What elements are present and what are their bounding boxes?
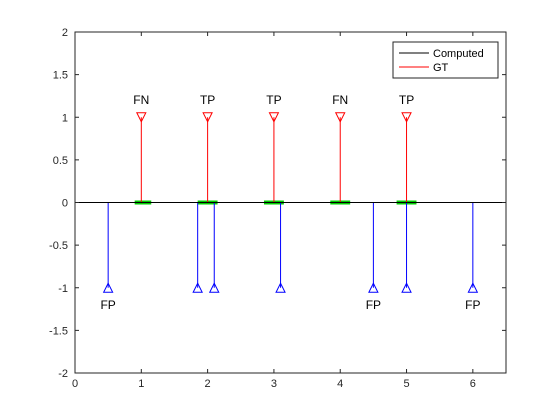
y-tick-label-5: 0.5 [53, 155, 68, 167]
legend: Computed GT [392, 41, 499, 79]
annotation-label-5: FP [100, 298, 115, 312]
annotation-label-3: FN [332, 93, 348, 107]
computed-marker-6 [467, 282, 479, 293]
y-tick-label-2: -1 [58, 283, 68, 295]
x-tick-label-5: 5 [403, 378, 409, 390]
y-tick-label-8: 2 [62, 27, 68, 39]
annotation-label-2: TP [266, 93, 281, 107]
annotation-label-7: FP [465, 298, 480, 312]
annotations: FN TP TP FN TP FP FP FP [100, 93, 480, 312]
computed-marker-0 [102, 282, 114, 293]
gt-marker-3 [334, 112, 346, 123]
legend-label-gt: GT [433, 62, 449, 74]
annotation-label-1: TP [200, 93, 215, 107]
y-tick-label-6: 1 [62, 112, 68, 124]
computed-marker-3 [275, 282, 286, 293]
stem-markers [102, 112, 479, 293]
y-tick-label-3: -0.5 [49, 240, 68, 252]
y-tick-label-0: -2 [58, 368, 68, 380]
y-tick-label-4: 0 [62, 198, 68, 210]
x-tick-label-0: 0 [72, 378, 78, 390]
x-tick-label-2: 2 [205, 378, 211, 390]
gt-marker-4 [401, 112, 412, 123]
annotation-label-6: FP [366, 298, 381, 312]
gt-marker-2 [268, 112, 280, 123]
x-tick-label-3: 3 [271, 378, 277, 390]
computed-marker-5 [401, 282, 412, 293]
gt-marker-0 [135, 112, 147, 123]
x-tick-label-1: 1 [138, 378, 144, 390]
y-tick-label-7: 1.5 [53, 70, 68, 82]
annotation-label-0: FN [133, 93, 149, 107]
x-tick-label-4: 4 [337, 378, 343, 390]
computed-marker-4 [368, 282, 379, 293]
computed-marker-1 [192, 282, 203, 293]
axes: 0 1 2 3 4 5 6 -2 -1.5 -1 -0.5 0 0.5 1 1.5 2 [49, 27, 507, 390]
stem-series [107, 117, 474, 288]
y-tick-label-1: -1.5 [49, 325, 68, 337]
legend-box [392, 41, 499, 79]
legend-label-computed: Computed [433, 48, 484, 60]
annotation-label-4: TP [399, 93, 414, 107]
x-tick-label-6: 6 [470, 378, 476, 390]
computed-marker-2 [208, 282, 220, 293]
gt-marker-1 [202, 112, 213, 123]
